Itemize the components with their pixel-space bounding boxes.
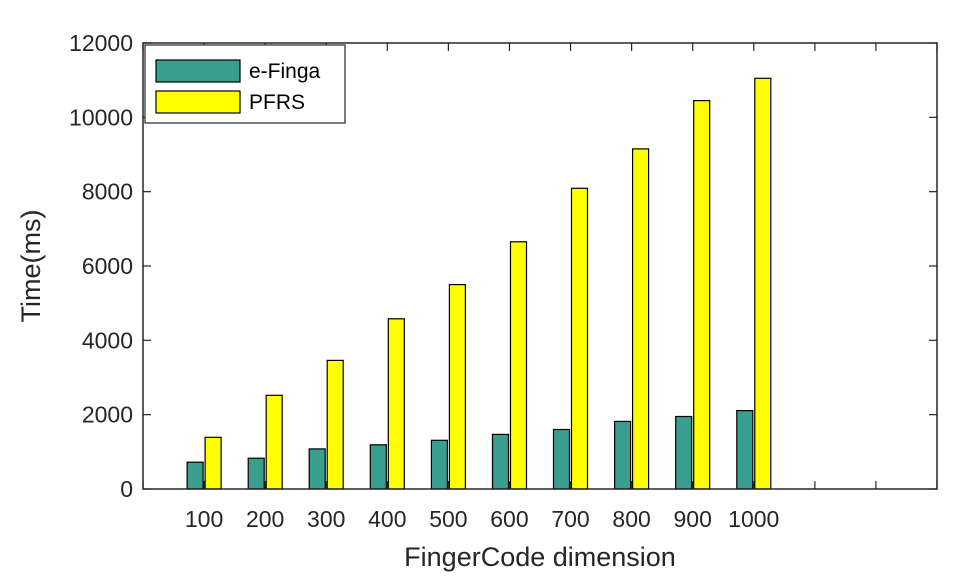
y-tick-label-2000: 2000 <box>82 402 133 428</box>
bar-e-finga-300 <box>308 448 326 490</box>
legend-label-e-finga: e-Finga <box>249 60 321 83</box>
bar-pfrs-500 <box>448 284 466 490</box>
bar-pfrs-200 <box>265 394 283 490</box>
x-tick-label-300: 300 <box>307 506 345 532</box>
x-tick-label-1000: 1000 <box>728 506 779 532</box>
bar-e-finga-600 <box>491 433 510 490</box>
y-tick-label-12000: 12000 <box>69 30 133 56</box>
x-axis-title: FingerCode dimension <box>404 542 676 572</box>
legend-swatch-pfrs <box>155 90 241 114</box>
x-tick-label-500: 500 <box>429 506 467 532</box>
bar-e-finga-700 <box>552 428 571 490</box>
bar-e-finga-400 <box>369 444 387 490</box>
y-tick-label-0: 0 <box>120 476 133 502</box>
legend: e-Finga PFRS <box>144 44 346 124</box>
bar-e-finga-200 <box>247 457 265 490</box>
bar-e-finga-900 <box>675 415 693 490</box>
bar-pfrs-800 <box>631 148 650 490</box>
legend-swatch-e-finga <box>155 59 241 83</box>
x-tick-label-200: 200 <box>246 506 284 532</box>
bar-pfrs-900 <box>693 99 711 490</box>
legend-label-pfrs: PFRS <box>249 91 305 114</box>
x-tick-label-800: 800 <box>612 506 650 532</box>
bar-e-finga-1000 <box>736 410 754 490</box>
x-tick-label-400: 400 <box>368 506 406 532</box>
bar-pfrs-100 <box>204 436 222 490</box>
x-tick-label-100: 100 <box>185 506 223 532</box>
x-tick-label-600: 600 <box>490 506 528 532</box>
y-tick-label-10000: 10000 <box>69 104 133 130</box>
bar-pfrs-400 <box>387 318 405 490</box>
bar-e-finga-800 <box>613 420 632 490</box>
bar-e-finga-500 <box>430 439 448 490</box>
bar-e-finga-100 <box>186 461 204 490</box>
bar-pfrs-700 <box>570 187 589 490</box>
bar-pfrs-1000 <box>754 77 772 490</box>
bar-pfrs-600 <box>509 241 528 490</box>
x-axis-tick-labels: 100 200 300 400 500 600 700 800 900 1000 <box>185 506 779 532</box>
bar-pfrs-300 <box>326 359 344 490</box>
y-axis-title: Time(ms) <box>16 210 46 323</box>
y-tick-label-8000: 8000 <box>82 179 133 205</box>
x-tick-label-900: 900 <box>674 506 712 532</box>
y-tick-label-6000: 6000 <box>82 253 133 279</box>
x-tick-label-700: 700 <box>551 506 589 532</box>
y-axis-tick-labels: 0 2000 4000 6000 8000 10000 12000 <box>69 30 133 502</box>
y-tick-label-4000: 4000 <box>82 327 133 353</box>
